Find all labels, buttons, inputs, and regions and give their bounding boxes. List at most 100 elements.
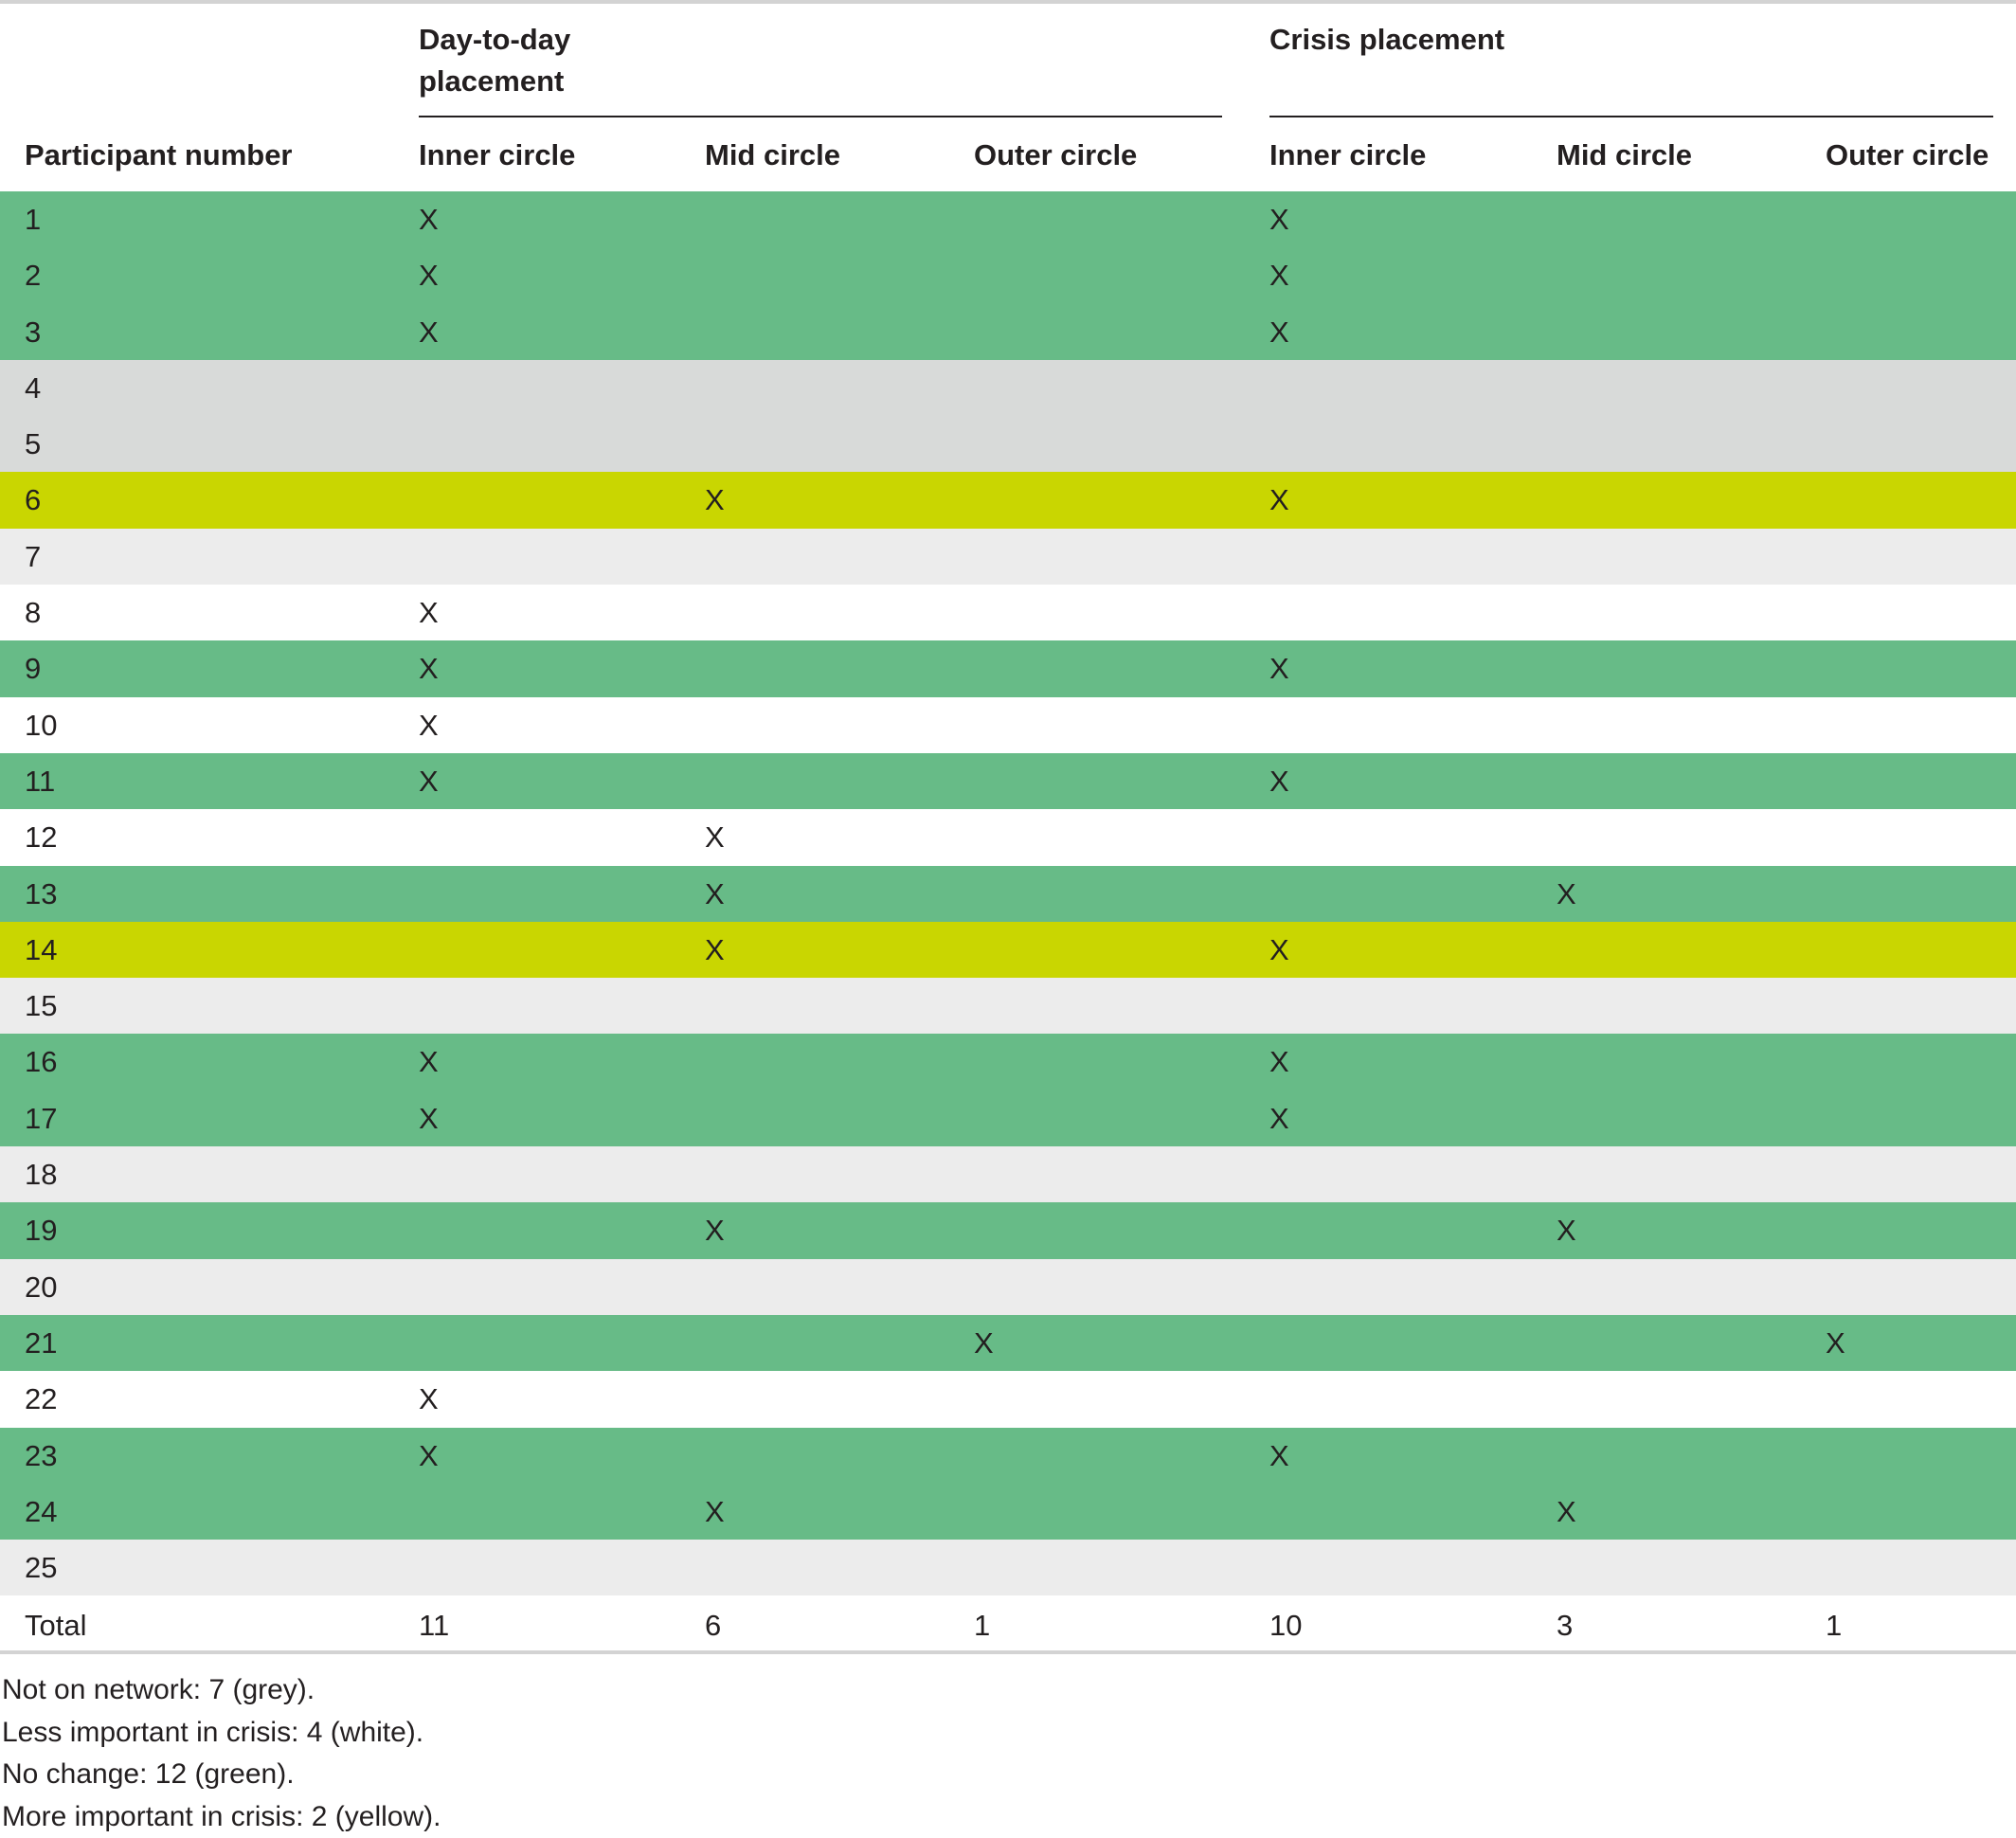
cell-crisis-outer: X — [1826, 1315, 1845, 1371]
cell-day-mid: X — [705, 472, 725, 528]
cell-crisis-inner: X — [1269, 753, 1289, 809]
group-rule-crisis — [1269, 116, 1993, 117]
cell-participant-number: 14 — [25, 922, 57, 978]
cell-participant-number: 10 — [25, 697, 57, 753]
cell-participant-number: 12 — [25, 809, 57, 865]
group-label-crisis: Crisis placement — [1269, 19, 1516, 61]
cell-crisis-mid: X — [1557, 1484, 1576, 1540]
table-row: 15 — [0, 978, 2016, 1034]
cell-day-inner: X — [419, 304, 439, 360]
cell-day-inner: X — [419, 1371, 439, 1427]
col-head-crisis-outer-circle: Outer circle — [1826, 135, 1989, 176]
cell-day-mid: X — [705, 1484, 725, 1540]
cell-participant-number: 19 — [25, 1202, 57, 1258]
cell-participant-number: 7 — [25, 529, 41, 585]
table-row: 7 — [0, 529, 2016, 585]
cell-crisis-inner: X — [1269, 304, 1289, 360]
cell-participant-number: 13 — [25, 866, 57, 922]
note-yellow: More important in crisis: 2 (yellow). — [2, 1796, 441, 1838]
cell-participant-number: 4 — [25, 360, 41, 416]
cell-day-inner: X — [419, 640, 439, 696]
table-row: 12 X — [0, 809, 2016, 865]
cell-participant-number: 20 — [25, 1259, 57, 1315]
table-row: 9 X X — [0, 640, 2016, 696]
table-row: 10 X — [0, 697, 2016, 753]
table-row: 11 X X — [0, 753, 2016, 809]
cell-participant-number: 25 — [25, 1540, 57, 1595]
total-day-outer: 1 — [974, 1597, 990, 1653]
cell-participant-number: 21 — [25, 1315, 57, 1371]
table-row: 1 X X — [0, 191, 2016, 247]
note-green: No change: 12 (green). — [2, 1754, 441, 1796]
cell-participant-number: 23 — [25, 1428, 57, 1484]
cell-day-inner: X — [419, 1428, 439, 1484]
table-row: 20 — [0, 1259, 2016, 1315]
cell-participant-number: 22 — [25, 1371, 57, 1427]
cell-day-outer: X — [974, 1315, 994, 1371]
cell-day-mid: X — [705, 866, 725, 922]
cell-crisis-inner: X — [1269, 1034, 1289, 1090]
cell-participant-number: 5 — [25, 416, 41, 472]
bottom-rule — [0, 1650, 2016, 1654]
table-row: 16 X X — [0, 1034, 2016, 1090]
note-grey: Not on network: 7 (grey). — [2, 1669, 441, 1712]
table-row: 3 X X — [0, 304, 2016, 360]
cell-participant-number: 16 — [25, 1034, 57, 1090]
table-row: 14 X X — [0, 922, 2016, 978]
table-row: 21 X X — [0, 1315, 2016, 1371]
cell-day-inner: X — [419, 191, 439, 247]
cell-day-inner: X — [419, 697, 439, 753]
group-rule-day-to-day — [419, 116, 1222, 117]
cell-day-inner: X — [419, 753, 439, 809]
table-notes: Not on network: 7 (grey). Less important… — [2, 1669, 441, 1838]
note-white: Less important in crisis: 4 (white). — [2, 1712, 441, 1755]
cell-participant-number: 9 — [25, 640, 41, 696]
table-row: 13 X X — [0, 866, 2016, 922]
table-row: 18 — [0, 1146, 2016, 1202]
cell-crisis-inner: X — [1269, 191, 1289, 247]
cell-crisis-mid: X — [1557, 866, 1576, 922]
cell-participant-number: 3 — [25, 304, 41, 360]
cell-participant-number: 18 — [25, 1146, 57, 1202]
cell-day-mid: X — [705, 809, 725, 865]
col-head-participant-number: Participant number — [25, 135, 293, 176]
total-row: Total 11 6 1 10 3 1 — [0, 1597, 2016, 1653]
table-row: 24 X X — [0, 1484, 2016, 1540]
cell-day-mid: X — [705, 922, 725, 978]
col-head-crisis-inner-circle: Inner circle — [1269, 135, 1426, 176]
cell-crisis-inner: X — [1269, 640, 1289, 696]
cell-day-inner: X — [419, 1034, 439, 1090]
total-day-inner: 11 — [419, 1597, 449, 1653]
total-crisis-mid: 3 — [1557, 1597, 1573, 1653]
total-label: Total — [25, 1597, 86, 1653]
top-rule — [0, 0, 2016, 4]
group-label-day-to-day: Day-to-day placement — [419, 19, 665, 102]
col-head-day-outer-circle: Outer circle — [974, 135, 1137, 176]
total-day-mid: 6 — [705, 1597, 721, 1653]
cell-participant-number: 24 — [25, 1484, 57, 1540]
table-row: 5 — [0, 416, 2016, 472]
cell-day-inner: X — [419, 247, 439, 303]
cell-participant-number: 17 — [25, 1090, 57, 1146]
cell-crisis-inner: X — [1269, 247, 1289, 303]
cell-day-inner: X — [419, 585, 439, 640]
cell-participant-number: 8 — [25, 585, 41, 640]
table-row: 4 — [0, 360, 2016, 416]
table-row: 25 — [0, 1540, 2016, 1595]
col-head-day-inner-circle: Inner circle — [419, 135, 575, 176]
col-head-day-mid-circle: Mid circle — [705, 135, 840, 176]
cell-crisis-inner: X — [1269, 1090, 1289, 1146]
total-crisis-inner: 10 — [1269, 1597, 1302, 1653]
cell-crisis-inner: X — [1269, 922, 1289, 978]
cell-participant-number: 11 — [25, 753, 55, 809]
cell-day-mid: X — [705, 1202, 725, 1258]
cell-participant-number: 1 — [25, 191, 41, 247]
col-head-crisis-mid-circle: Mid circle — [1557, 135, 1692, 176]
